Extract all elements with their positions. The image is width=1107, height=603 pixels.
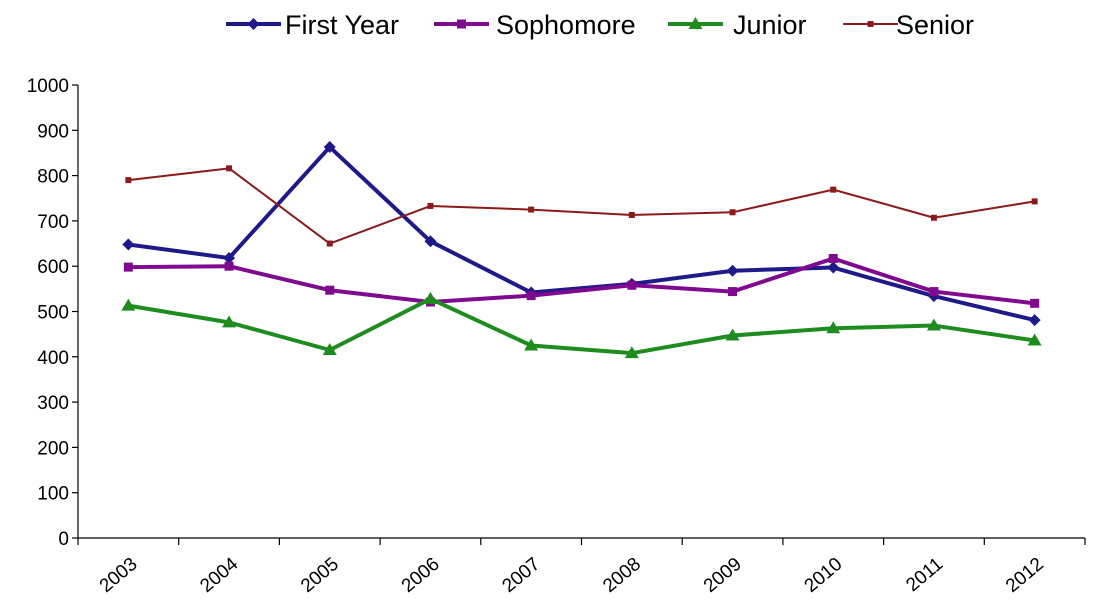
series-line [128,256,1035,306]
x-tick-label: 2004 [196,553,242,597]
legend-item: Junior [668,10,807,40]
legend-item: First Year [226,10,399,40]
x-tick-label: 2006 [398,554,444,597]
legend-label: Senior [896,10,974,40]
data-point [628,212,635,219]
legend-item: Sophomore [434,10,636,40]
legend-marker [867,21,874,27]
y-tick-label: 800 [37,167,69,188]
data-point [828,253,838,263]
x-tick-label: 2010 [801,554,847,597]
data-point [323,141,336,154]
series-line [128,296,1035,356]
data-point [627,280,637,290]
data-point [427,202,434,209]
data-point [726,264,739,277]
legend-label: Junior [733,10,807,40]
y-axis: 0 100 200 300 400 500 600 700 800 900 1000 [27,76,79,550]
legend-label: Sophomore [496,10,636,40]
data-point [424,235,437,248]
y-tick-label: 1000 [27,76,69,97]
x-tick-label: 2008 [599,554,645,597]
x-tick-label: 2005 [297,554,343,597]
data-point [725,328,740,341]
x-tick-label: 2007 [498,554,544,597]
y-tick-label: 900 [37,121,69,142]
legend-marker [688,17,703,29]
data-point [125,177,132,184]
y-tick-label: 0 [58,529,69,550]
x-axis: 2003 2004 2005 2006 2007 2008 2009 2010 2011 2012 [77,537,1086,597]
y-tick-label: 600 [37,257,69,278]
data-point [224,261,234,271]
plot-area [121,141,1042,359]
legend-marker [457,19,466,29]
chart-legend: First Year Sophomore Junior Senior [226,10,974,40]
data-point [223,252,236,265]
data-point [123,262,133,272]
data-point [122,238,135,251]
data-point [827,261,840,274]
x-tick-label: 2011 [902,554,947,596]
data-point [624,346,639,359]
data-point [528,206,535,213]
data-point [326,240,333,247]
x-tick-label: 2012 [1002,554,1048,597]
y-tick-label: 200 [37,438,69,459]
data-point [926,318,941,331]
data-point [226,165,233,172]
y-tick-label: 700 [37,212,69,233]
y-tick-label: 300 [37,393,69,414]
data-point [1027,333,1042,346]
data-point [930,214,937,221]
data-point [222,315,237,328]
data-point [929,287,939,297]
y-tick-label: 100 [37,484,69,505]
series-sophomore [123,253,1040,308]
data-point [322,343,337,356]
data-point [1030,298,1040,308]
legend-marker [247,18,260,30]
data-point [729,209,736,216]
x-tick-label: 2003 [96,554,142,597]
y-tick-label: 500 [37,303,69,324]
data-point [423,291,438,304]
y-tick-label: 400 [37,348,69,369]
legend-label: First Year [285,10,399,40]
data-point [830,186,837,193]
data-point [526,291,536,301]
series-junior [121,291,1042,359]
series-line [128,145,1036,323]
data-point [826,321,841,334]
legend-item: Senior [843,10,974,40]
data-point [728,287,738,297]
series-line [128,167,1035,245]
series-first-year [122,141,1041,327]
x-tick-label: 2009 [700,554,746,597]
data-point [121,298,136,311]
data-point [1031,198,1038,205]
series-senior [125,165,1038,247]
data-point [325,285,335,295]
data-point [524,338,539,351]
data-point [1028,314,1041,327]
